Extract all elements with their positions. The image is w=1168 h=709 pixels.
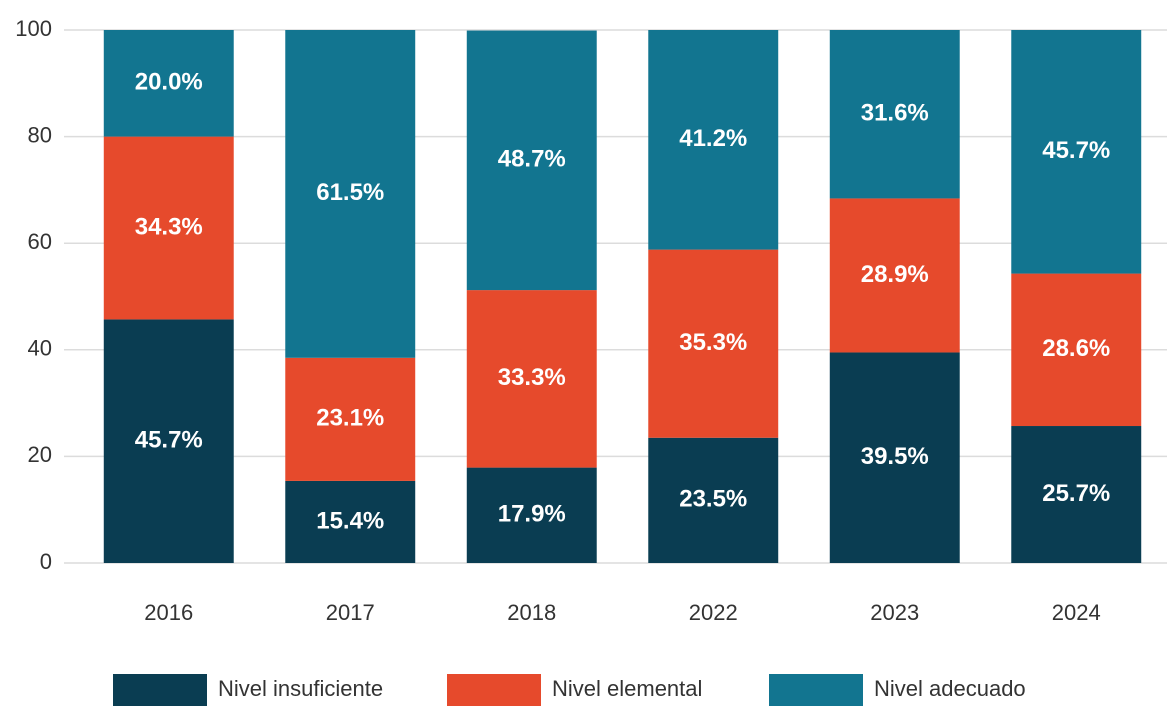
legend-swatch	[113, 674, 207, 706]
x-tick-label: 2022	[689, 600, 738, 625]
bar-segment	[285, 357, 416, 481]
bar-segment	[829, 198, 960, 353]
data-label: 45.7%	[1042, 137, 1110, 164]
data-label: 61.5%	[316, 179, 384, 206]
data-label: 23.1%	[316, 405, 384, 432]
x-tick-label: 2016	[144, 600, 193, 625]
data-label: 25.7%	[1042, 480, 1110, 507]
legend-label: Nivel insuficiente	[218, 676, 383, 701]
bar-segment	[466, 290, 597, 468]
y-tick-label: 20	[28, 442, 52, 467]
x-tick-label: 2017	[326, 600, 375, 625]
x-tick-label: 2023	[870, 600, 919, 625]
bar-segment	[648, 437, 779, 563]
bar-segment	[1011, 426, 1142, 563]
data-label: 33.3%	[498, 364, 566, 391]
y-tick-label: 100	[15, 16, 52, 41]
data-label: 28.9%	[861, 261, 929, 288]
legend-label: Nivel adecuado	[874, 676, 1026, 701]
bar-segment	[103, 136, 234, 320]
data-label: 39.5%	[861, 443, 929, 470]
bar-segment	[829, 352, 960, 563]
data-label: 20.0%	[135, 69, 203, 96]
y-tick-label: 80	[28, 122, 52, 147]
data-label: 45.7%	[135, 427, 203, 454]
data-label: 15.4%	[316, 507, 384, 534]
data-label: 48.7%	[498, 146, 566, 173]
bar-segment	[648, 30, 779, 250]
data-label: 23.5%	[679, 486, 747, 513]
bar-segment	[648, 249, 779, 438]
data-label: 34.3%	[135, 213, 203, 240]
bar-segment	[829, 30, 960, 199]
bar-segment	[285, 30, 416, 358]
data-label: 31.6%	[861, 100, 929, 127]
x-tick-label: 2024	[1052, 600, 1101, 625]
legend-swatch	[447, 674, 541, 706]
data-label: 35.3%	[679, 329, 747, 356]
bar-segment	[103, 30, 234, 137]
bar-segment	[466, 467, 597, 563]
y-tick-label: 40	[28, 336, 52, 361]
y-tick-label: 60	[28, 229, 52, 254]
bar-segment	[1011, 30, 1142, 274]
y-tick-label: 0	[40, 549, 52, 574]
x-tick-label: 2018	[507, 600, 556, 625]
data-label: 28.6%	[1042, 335, 1110, 362]
legend-swatch	[769, 674, 863, 706]
bar-segment	[466, 30, 597, 291]
bar-segment	[103, 319, 234, 563]
data-label: 41.2%	[679, 125, 747, 152]
data-label: 17.9%	[498, 501, 566, 528]
legend-label: Nivel elemental	[552, 676, 702, 701]
bar-segment	[285, 480, 416, 563]
bar-segment	[1011, 273, 1142, 427]
